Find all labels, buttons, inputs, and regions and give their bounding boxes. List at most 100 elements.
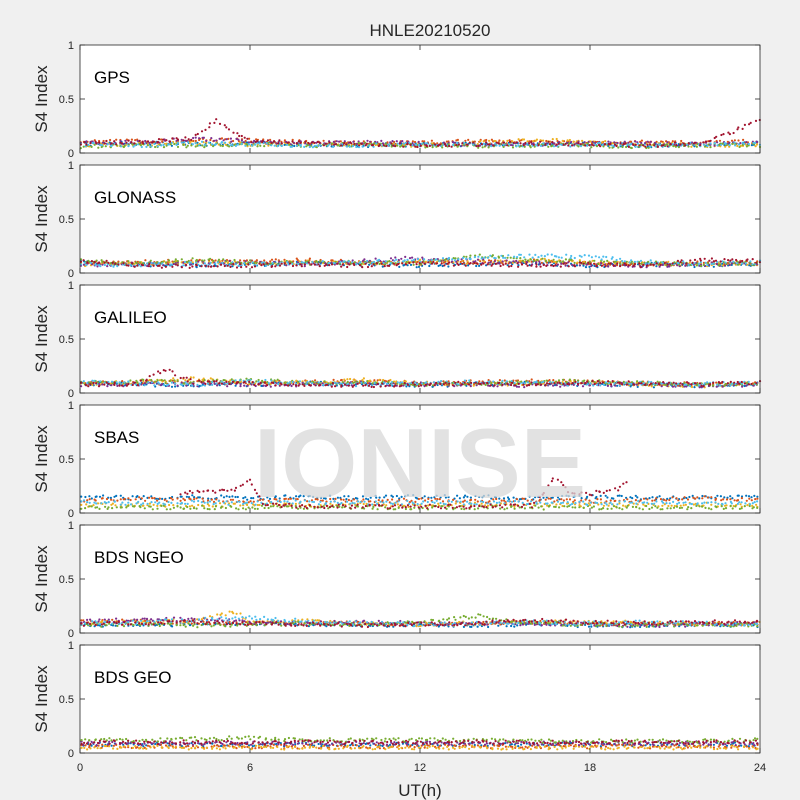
data-point [528,140,531,143]
data-point [438,143,442,146]
data-point [633,262,637,266]
data-point [322,144,325,147]
data-point [444,258,447,261]
data-point [271,265,274,268]
data-point [213,380,216,383]
data-point [660,385,663,388]
data-point [93,260,96,263]
data-point [250,266,254,269]
data-point [555,255,558,258]
data-point [564,264,567,267]
data-point [452,264,455,267]
data-point [752,141,755,144]
data-point [195,497,198,500]
data-point [428,144,431,147]
data-point [95,259,98,262]
data-point [313,141,316,144]
y-axis-label: S4 Index [32,185,51,253]
data-point [180,141,183,144]
data-point [183,499,186,502]
data-point [622,143,626,146]
data-point [353,381,356,384]
data-point [726,382,730,385]
data-point [685,143,689,146]
data-point [317,263,320,266]
data-point [343,260,346,263]
data-point [380,262,383,265]
data-point [194,136,197,139]
data-point [648,497,651,500]
data-point [755,382,758,385]
data-point [516,380,519,383]
data-point [392,262,395,265]
data-point [151,497,154,500]
data-point [102,139,105,143]
data-point [488,139,491,142]
data-point [216,265,219,268]
data-point [156,145,159,148]
data-point [568,383,571,386]
data-point [295,142,298,145]
data-point [477,146,480,149]
data-point [483,145,486,148]
data-point [454,381,457,384]
data-point [189,381,192,384]
data-point [430,262,434,265]
data-point [679,382,682,385]
data-point [209,261,212,264]
data-point [691,261,694,264]
data-point [506,256,509,259]
data-point [143,264,146,267]
data-point [667,260,670,263]
data-point [573,265,577,268]
data-point [441,257,445,260]
data-point [186,382,189,385]
data-point [465,257,468,260]
data-point [113,383,116,386]
data-point [89,142,92,145]
data-point [584,266,588,269]
data-point [148,496,151,499]
data-point [195,261,198,264]
data-point [154,145,157,149]
data-point [666,141,669,144]
data-point [584,262,587,265]
data-point [152,373,155,376]
data-point [162,143,165,146]
data-point [373,381,376,385]
data-point [165,139,168,142]
data-point [249,378,252,382]
data-point [477,382,480,385]
data-point [552,258,555,261]
data-point [84,383,87,386]
data-point [104,145,107,148]
axes-background [80,165,760,273]
data-point [706,381,709,384]
data-point [332,378,335,381]
data-point [743,384,746,388]
data-point [675,144,678,147]
data-point [115,143,118,146]
data-point [522,144,525,147]
data-point [443,143,446,146]
data-point [480,143,483,146]
data-point [646,140,649,143]
data-point [671,143,674,146]
data-point [194,145,197,148]
data-point [671,140,674,143]
data-point [366,380,369,383]
data-point [618,494,621,497]
data-point [166,261,169,264]
data-point [546,253,549,256]
data-point [265,142,268,145]
data-point [250,383,253,386]
data-point [143,142,146,145]
data-point [287,384,290,387]
data-point [336,260,339,263]
data-point [259,144,262,147]
data-point [477,144,480,148]
data-point [229,498,232,501]
data-point [245,265,248,268]
data-point [101,260,104,263]
data-point [145,378,148,381]
